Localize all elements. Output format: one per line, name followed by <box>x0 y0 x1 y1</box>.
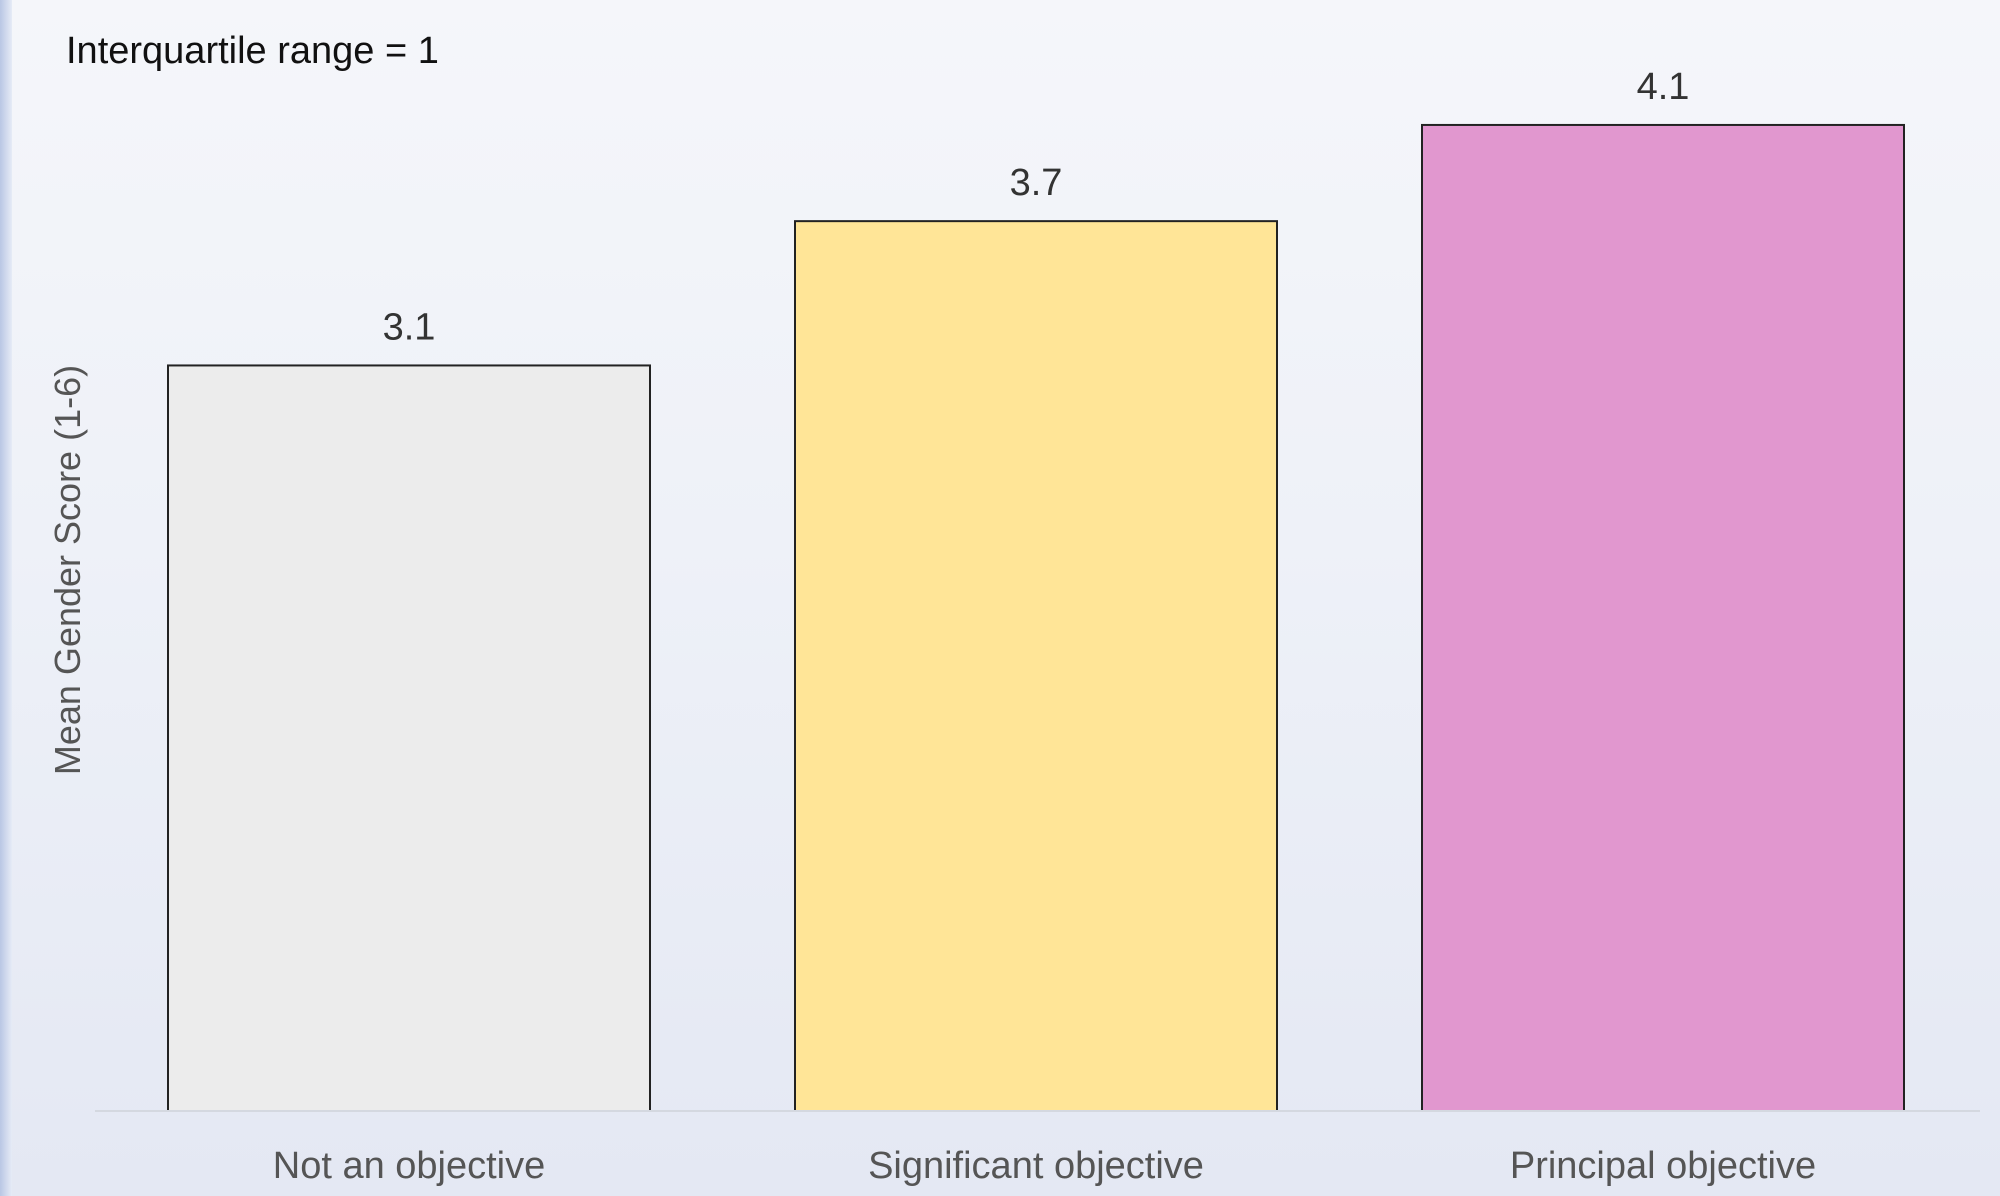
bar-3 <box>1421 123 1905 1112</box>
bars-layer <box>167 123 1905 1112</box>
bar-2 <box>794 220 1278 1112</box>
data-label-1: 3.1 <box>383 306 436 348</box>
data-label-2: 3.7 <box>1010 162 1063 204</box>
category-label-3: Principal objective <box>1510 1145 1816 1187</box>
slide-left-edge <box>0 0 12 1196</box>
y-axis-label: Mean Gender Score (1-6) <box>47 365 88 775</box>
bar-1 <box>167 364 651 1112</box>
labels-layer: 3.1 Not an objective 3.7 Significant object… <box>273 66 1816 1187</box>
category-label-1: Not an objective <box>273 1145 546 1187</box>
chart-annotation: Interquartile range = 1 <box>66 30 439 72</box>
category-label-2: Significant objective <box>868 1145 1204 1187</box>
data-label-3: 4.1 <box>1637 66 1690 108</box>
